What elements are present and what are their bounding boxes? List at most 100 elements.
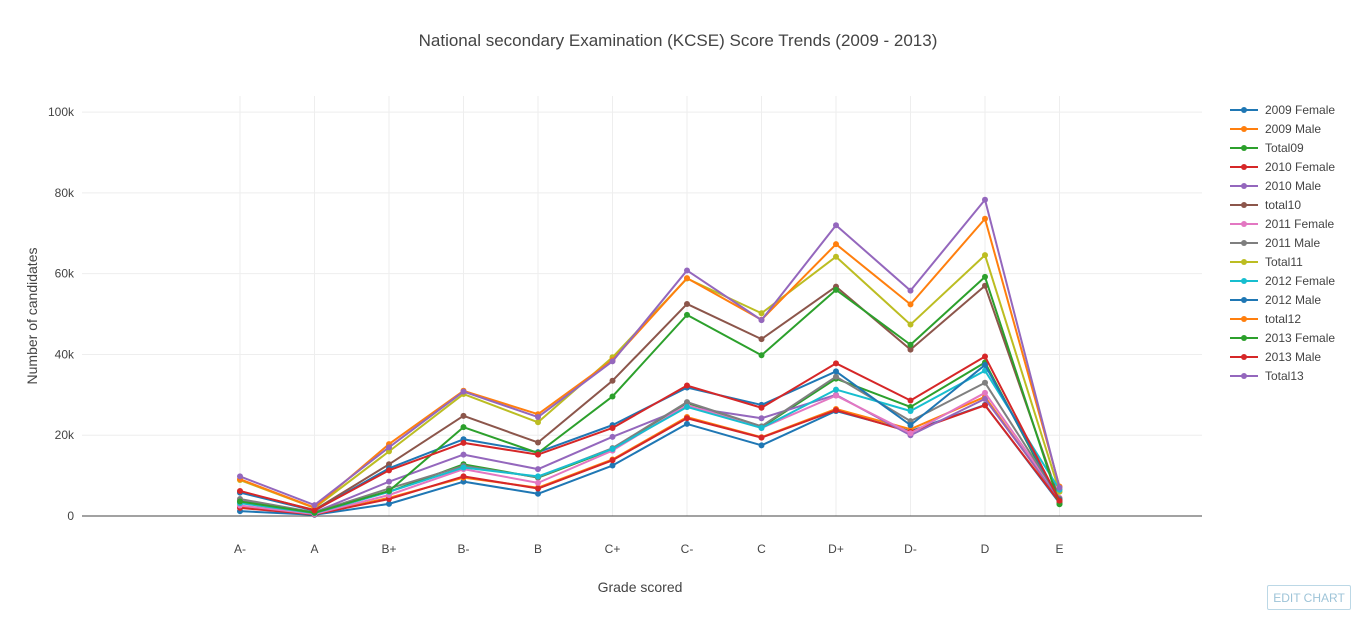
- legend-item[interactable]: 2009 Male: [1230, 122, 1321, 136]
- legend-marker: [1241, 183, 1247, 189]
- legend-marker: [1241, 278, 1247, 284]
- series-8: [237, 252, 1063, 511]
- data-point: [684, 311, 690, 318]
- legend-item[interactable]: Total11: [1230, 255, 1303, 269]
- x-tick-label: D+: [828, 542, 844, 556]
- legend-marker: [1241, 126, 1247, 132]
- data-point: [982, 252, 988, 259]
- data-point: [758, 336, 765, 343]
- data-point: [833, 253, 839, 260]
- legend-marker: [1241, 259, 1247, 265]
- data-point: [982, 196, 988, 203]
- series-line: [239, 391, 1061, 515]
- data-point: [386, 467, 392, 474]
- data-point: [982, 395, 988, 402]
- edit-chart-button[interactable]: EDIT CHART: [1267, 585, 1351, 610]
- data-point: [833, 386, 839, 393]
- series-11: [237, 215, 1063, 511]
- data-point: [609, 393, 616, 400]
- data-point: [535, 451, 541, 458]
- legend-item[interactable]: total12: [1230, 312, 1301, 326]
- data-point: [758, 317, 765, 324]
- x-tick-label: C: [757, 542, 766, 556]
- data-point: [982, 273, 988, 280]
- y-tick-label: 0: [67, 509, 74, 523]
- data-point: [684, 267, 690, 274]
- legend-marker: [1241, 221, 1247, 227]
- legend-marker: [1241, 202, 1247, 208]
- legend-label: 2010 Female: [1265, 160, 1335, 174]
- data-point: [758, 352, 765, 359]
- legend-marker: [1241, 335, 1247, 341]
- legend-item[interactable]: 2012 Male: [1230, 293, 1321, 307]
- data-point: [684, 382, 690, 389]
- legend-marker: [1241, 373, 1247, 379]
- data-point: [386, 478, 392, 485]
- legend-item[interactable]: Total13: [1230, 369, 1304, 383]
- y-tick-label: 100k: [48, 105, 75, 119]
- legend-marker: [1241, 316, 1247, 322]
- legend-label: 2013 Female: [1265, 331, 1335, 345]
- legend[interactable]: 2009 Female 2009 Male Total09 2010 Female 20…: [1230, 103, 1335, 383]
- data-point: [237, 473, 243, 480]
- legend-label: Total09: [1265, 141, 1304, 155]
- legend-item[interactable]: 2013 Male: [1230, 350, 1321, 364]
- data-point: [907, 301, 914, 308]
- legend-marker: [1241, 164, 1247, 170]
- legend-label: 2012 Male: [1265, 293, 1321, 307]
- legend-marker: [1241, 145, 1247, 151]
- data-point: [609, 462, 616, 469]
- legend-item[interactable]: 2010 Male: [1230, 179, 1321, 193]
- series-14: [237, 196, 1063, 509]
- legend-item[interactable]: 2011 Male: [1230, 236, 1320, 250]
- legend-item[interactable]: 2013 Female: [1230, 331, 1335, 345]
- data-point: [1056, 497, 1063, 504]
- data-point: [907, 430, 914, 437]
- data-point: [758, 442, 765, 449]
- series-line: [239, 217, 1061, 509]
- legend-label: 2009 Female: [1265, 103, 1335, 117]
- data-point: [907, 397, 914, 404]
- data-point: [311, 502, 318, 509]
- data-point: [907, 422, 914, 429]
- data-point: [460, 451, 467, 458]
- data-point: [311, 507, 318, 514]
- x-tick-label: B-: [458, 542, 470, 556]
- data-point: [609, 457, 616, 464]
- legend-item[interactable]: 2012 Female: [1230, 274, 1335, 288]
- data-point: [535, 479, 541, 486]
- y-axis-title: Number of candidates: [24, 248, 40, 385]
- x-tick-label: B+: [381, 542, 396, 556]
- data-point: [684, 420, 690, 427]
- data-point: [535, 439, 541, 446]
- series-line: [239, 254, 1061, 509]
- data-point: [684, 415, 690, 422]
- legend-item[interactable]: 2010 Female: [1230, 160, 1335, 174]
- data-point: [535, 473, 541, 480]
- data-point: [907, 346, 914, 353]
- legend-item[interactable]: total10: [1230, 198, 1301, 212]
- data-point: [237, 487, 243, 494]
- legend-item[interactable]: Total09: [1230, 141, 1304, 155]
- data-point: [684, 300, 690, 307]
- data-point: [460, 412, 467, 419]
- data-point: [609, 377, 616, 384]
- data-point: [833, 222, 839, 229]
- data-point: [982, 353, 988, 360]
- x-tick-label: A: [310, 542, 318, 556]
- axes: 0 20k 40k 60k 80k 100k A- A B+ B- B C+ C- C D+ D- D E: [48, 105, 1202, 556]
- legend-item[interactable]: 2009 Female: [1230, 103, 1335, 117]
- data-point: [386, 500, 392, 507]
- data-point: [982, 361, 988, 368]
- x-tick-label: C-: [681, 542, 694, 556]
- data-point: [907, 341, 914, 348]
- data-point: [460, 473, 467, 480]
- legend-label: 2011 Female: [1265, 217, 1334, 231]
- data-point: [982, 389, 988, 396]
- data-point: [982, 215, 988, 222]
- legend-item[interactable]: 2011 Female: [1230, 217, 1334, 231]
- y-tick-label: 40k: [55, 347, 75, 361]
- x-axis-title: Grade scored: [598, 579, 683, 595]
- data-point: [237, 498, 243, 505]
